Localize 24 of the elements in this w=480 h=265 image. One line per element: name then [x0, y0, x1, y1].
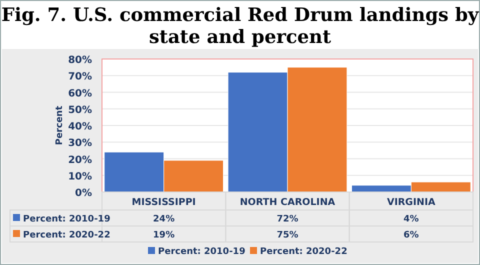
text: Percent: 2020-22	[23, 230, 110, 240]
data-label: 72%	[276, 214, 298, 224]
x-tick-label: VIRGINIA	[386, 197, 436, 208]
y-tick-label: 50%	[68, 104, 92, 116]
text: Percent: 2010-19	[158, 247, 246, 257]
y-axis-title: Percent	[55, 105, 65, 146]
data-label: 6%	[404, 230, 419, 240]
data-label: 24%	[153, 214, 175, 224]
y-tick-label: 10%	[68, 171, 92, 182]
data-label: 4%	[404, 214, 419, 224]
y-tick-label: 80%	[68, 55, 92, 66]
y-tick-label: 30%	[68, 138, 92, 150]
y-tick-label: 40%	[68, 122, 92, 132]
y-tick-label: 70%	[68, 72, 92, 83]
x-tick-label: NORTH CAROLINA	[240, 197, 336, 208]
y-tick-label: 20%	[68, 154, 92, 166]
y-tick-label: 0%	[75, 188, 92, 199]
legend-label: Percent: 2020-22	[260, 247, 348, 257]
data-label: 75%	[276, 230, 298, 240]
y-tick-label: 60%	[68, 88, 92, 100]
chart-title: Fig. 7. U.S. commercial Red Drum landings by state and percent	[1, 5, 480, 48]
legend-label: Percent: 2010-19	[23, 214, 110, 224]
x-tick-label: MISSISSIPPI	[132, 197, 196, 208]
data-label: 19%	[153, 230, 175, 240]
